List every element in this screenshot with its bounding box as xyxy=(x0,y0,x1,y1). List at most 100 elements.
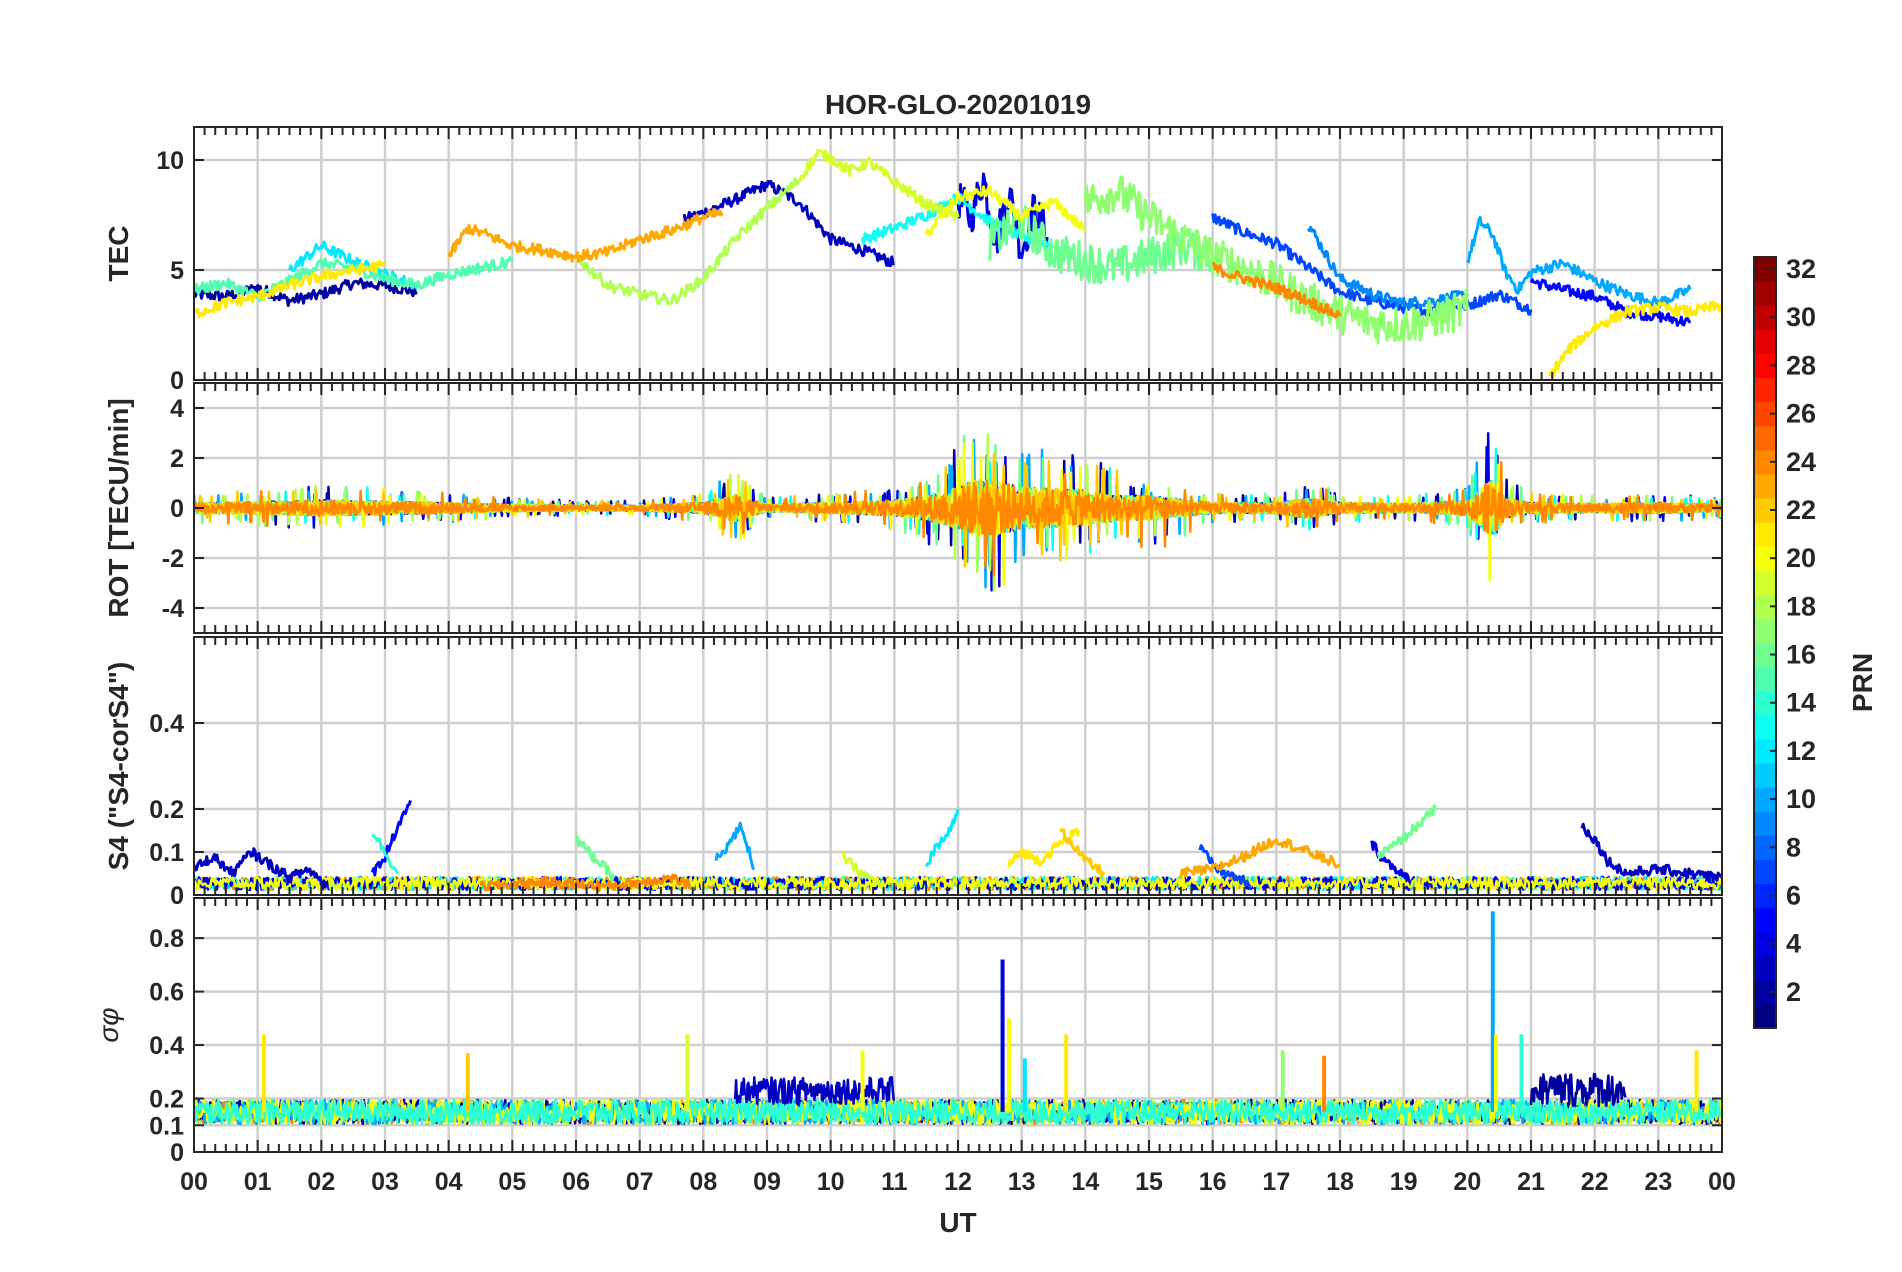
colorbar-bin xyxy=(1754,329,1776,354)
colorbar-tick-label: 16 xyxy=(1786,640,1816,670)
y-tick-label: 2 xyxy=(170,445,184,473)
tec-series-prn-23 xyxy=(447,208,724,264)
data-layer xyxy=(194,431,1722,592)
colorbar-label: PRN xyxy=(1847,653,1878,712)
y-axis-sigma_phi: 00.10.2 0.4 0.6 0.8 xyxy=(149,925,1722,1167)
colorbar-bin xyxy=(1754,955,1776,981)
colorbar-bin xyxy=(1754,281,1776,306)
colorbar-bin xyxy=(1754,257,1776,282)
x-tick-label: 13 xyxy=(1008,1168,1036,1196)
s4-series-prn-16 xyxy=(1376,804,1437,859)
colorbar-bin xyxy=(1754,762,1776,788)
colorbar-bin xyxy=(1754,811,1776,836)
x-tick-label: 15 xyxy=(1135,1168,1163,1196)
colorbar-bin xyxy=(1754,738,1776,764)
y-tick-label: 0.1 xyxy=(149,839,184,867)
sigma-band-prn-2 xyxy=(1529,1072,1627,1108)
x-tick-label: 22 xyxy=(1581,1168,1609,1196)
y-tick-label: 0.2 xyxy=(149,796,184,824)
tec-series-prn-17 xyxy=(1083,175,1469,344)
x-tick-label: 07 xyxy=(626,1168,654,1196)
y-tick-label: 0.8 xyxy=(149,925,184,953)
data-layer xyxy=(194,911,1722,1126)
tec-series-prn-10 xyxy=(1466,215,1692,309)
y-tick-label: 10 xyxy=(156,147,184,175)
colorbar-tick-label: 28 xyxy=(1786,350,1816,380)
x-tick-label: 02 xyxy=(307,1168,335,1196)
colorbar-tick-label: 4 xyxy=(1786,929,1801,959)
colorbar-bin xyxy=(1754,305,1776,330)
tec-series-prn-9 xyxy=(1306,225,1469,310)
panel-tec: 0 5 10 TEC xyxy=(103,126,1723,395)
x-tick-label: 03 xyxy=(371,1168,399,1196)
x-tick-label: 06 xyxy=(562,1168,590,1196)
x-tick-label: 00 xyxy=(1708,1168,1736,1196)
colorbar-bin xyxy=(1754,883,1776,909)
x-tick-label: 21 xyxy=(1517,1168,1545,1196)
tec-series-prn-5 xyxy=(1529,278,1692,327)
s4-series-prn-23 xyxy=(1179,837,1341,878)
rot-series-prn-24 xyxy=(194,460,1722,577)
tec-series-prn-21 xyxy=(1548,300,1722,378)
s4-series-prn-24 xyxy=(479,873,692,893)
y-tick-label: -2 xyxy=(162,545,184,573)
colorbar-tick-label: 8 xyxy=(1786,832,1801,862)
data-layer xyxy=(194,148,1722,378)
colorbar-tick-label: 2 xyxy=(1786,977,1801,1007)
y-tick-label: 0 xyxy=(170,882,184,910)
colorbar-bin xyxy=(1754,787,1776,812)
s4-series-prn-5 xyxy=(370,799,412,877)
x-tick-label: 09 xyxy=(753,1168,781,1196)
x-tick-label: 20 xyxy=(1453,1168,1481,1196)
s4-series-prn-12 xyxy=(924,808,960,867)
x-tick-label: 12 xyxy=(944,1168,972,1196)
colorbar-bin xyxy=(1754,594,1776,620)
colorbar-bin xyxy=(1754,425,1776,451)
x-axis-label: UT xyxy=(939,1207,976,1238)
y-tick-label: 0.6 xyxy=(149,979,184,1007)
colorbar-bin xyxy=(1754,353,1776,379)
sigma-band-prn-3 xyxy=(733,1076,895,1106)
colorbar-bin xyxy=(1754,401,1776,427)
x-tick-label: 05 xyxy=(498,1168,526,1196)
y-axis-rot: -4 -2 0 2 4 xyxy=(162,395,1722,623)
x-tick-label: 14 xyxy=(1071,1168,1099,1196)
colorbar-tick-label: 14 xyxy=(1786,688,1816,718)
colorbar-tick-label: 24 xyxy=(1786,447,1816,477)
x-minor-ticks xyxy=(193,127,1723,380)
colorbar-bin xyxy=(1754,931,1776,957)
y-axis-label-sigma_phi: σφ xyxy=(93,1007,124,1042)
grid-lines xyxy=(194,637,1722,895)
panel-rot: -4 -2 0 2 4 ROT [TECU/min] xyxy=(103,382,1723,634)
x-tick-label: 04 xyxy=(435,1168,463,1196)
y-tick-label: 0 xyxy=(170,495,184,523)
y-axis-label-s4: S4 ("S4-corS4") xyxy=(103,662,134,871)
y-tick-label: 0.2 xyxy=(149,1086,184,1114)
x-tick-label: 08 xyxy=(689,1168,717,1196)
colorbar-tick-label: 6 xyxy=(1786,880,1801,910)
tec-series-prn-3 xyxy=(682,179,895,268)
colorbar-bin xyxy=(1754,449,1776,475)
colorbar-bin xyxy=(1754,1003,1776,1029)
colorbar-bin xyxy=(1754,473,1776,499)
grid-lines xyxy=(194,127,1722,380)
colorbar-tick-label: 22 xyxy=(1786,495,1816,525)
x-tick-label: 18 xyxy=(1326,1168,1354,1196)
colorbar-bin xyxy=(1754,618,1776,644)
colorbar-tick-label: 30 xyxy=(1786,302,1816,332)
colorbar-bin xyxy=(1754,907,1776,933)
sigma-baseline-prn-14 xyxy=(194,1098,1722,1126)
colorbar-tick-label: 26 xyxy=(1786,399,1816,429)
tec-series-prn-19 xyxy=(798,148,960,221)
x-tick-label: 10 xyxy=(817,1168,845,1196)
x-tick-label: 00 xyxy=(180,1168,208,1196)
s4-series-prn-14 xyxy=(371,833,400,875)
y-axis-tec: 0 5 10 xyxy=(156,147,1722,395)
colorbar-tick-label: 20 xyxy=(1786,543,1816,573)
colorbar-bin xyxy=(1754,979,1776,1005)
s4-series-prn-7 xyxy=(1198,844,1252,888)
y-tick-label: 0.1 xyxy=(149,1112,184,1140)
tec-series-prn-18 xyxy=(575,177,801,306)
